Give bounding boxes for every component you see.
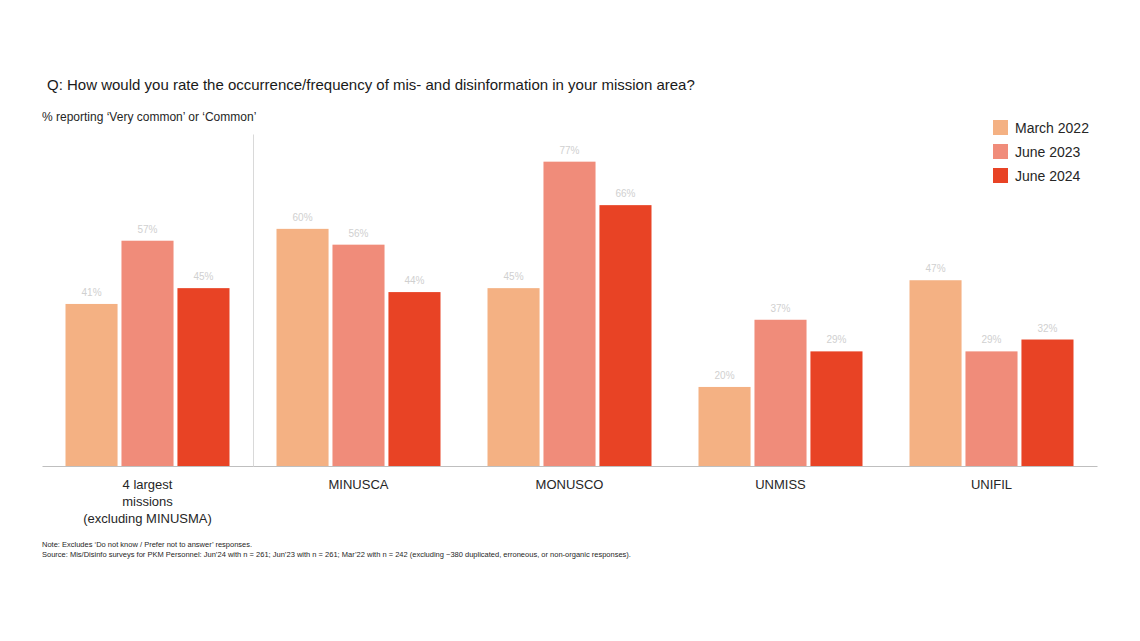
x-tick: MINUSCA [329,466,389,492]
data-label: 41% [82,287,102,298]
legend-label: June 2024 [1015,168,1081,184]
x-axis: 4 largestmissions(excluding MINUSMA) MINU… [43,466,1098,526]
bar [810,351,862,466]
legend-label: March 2022 [1015,120,1089,136]
data-label: 29% [981,334,1001,345]
y-axis [253,135,254,467]
x-tick: UNMISS [755,466,806,492]
legend-label: June 2023 [1015,144,1081,160]
y-axis-line [253,135,254,467]
x-tick-label: 4 largestmissions(excluding MINUSMA) [83,477,212,526]
data-label: 56% [348,228,368,239]
data-label: 32% [1037,323,1057,334]
data-labels: 41% 60% 45% 20% 47% 57% 56% 77% 37% 29% 45% 44% 66% 2… [82,145,1058,381]
bar [1021,340,1073,466]
bar [121,241,173,466]
chart: Q: How would you rate the occurrence/fre… [0,0,1140,641]
subtitle: % reporting ‘Very common’ or ‘Common’ [42,110,256,124]
title: Q: How would you rate the occurrence/fre… [47,76,695,93]
legend-swatch [993,168,1008,183]
x-tick-label: MINUSCA [329,477,389,492]
bar [177,288,229,466]
bar [699,387,751,466]
data-label: 45% [504,271,524,282]
x-tick-label: UNIFIL [971,477,1012,492]
bar [488,288,540,466]
bar [66,304,118,466]
data-label: 44% [404,275,424,286]
notes: Note: Excludes ‘Do not know / Prefer not… [42,540,631,559]
bars [66,162,1074,466]
data-label: 29% [826,334,846,345]
x-axis-line [43,466,1098,467]
bar [388,292,440,466]
data-label: 57% [137,224,157,235]
note: Note: Excludes ‘Do not know / Prefer not… [42,540,252,549]
data-label: 20% [715,370,735,381]
bar [965,351,1017,466]
data-label: 47% [926,263,946,274]
bar [910,280,962,466]
x-tick: 4 largestmissions(excluding MINUSMA) [83,466,212,526]
note: Source: Mis/Disinfo surveys for PKM Pers… [42,550,631,559]
data-label: 60% [293,212,313,223]
bar [543,162,595,466]
legend: March 2022 June 2023 June 2024 [993,120,1089,184]
bar [754,320,806,466]
x-tick: MONUSCO [536,466,604,492]
data-label: 66% [615,188,635,199]
bar [277,229,329,466]
legend-swatch [993,144,1008,159]
x-tick-label: UNMISS [755,477,806,492]
legend-swatch [993,120,1008,135]
x-tick: UNIFIL [971,466,1012,492]
x-tick-label: MONUSCO [536,477,604,492]
bar [332,245,384,466]
data-label: 45% [193,271,213,282]
data-label: 77% [559,145,579,156]
bar [599,205,651,466]
data-label: 37% [770,303,790,314]
